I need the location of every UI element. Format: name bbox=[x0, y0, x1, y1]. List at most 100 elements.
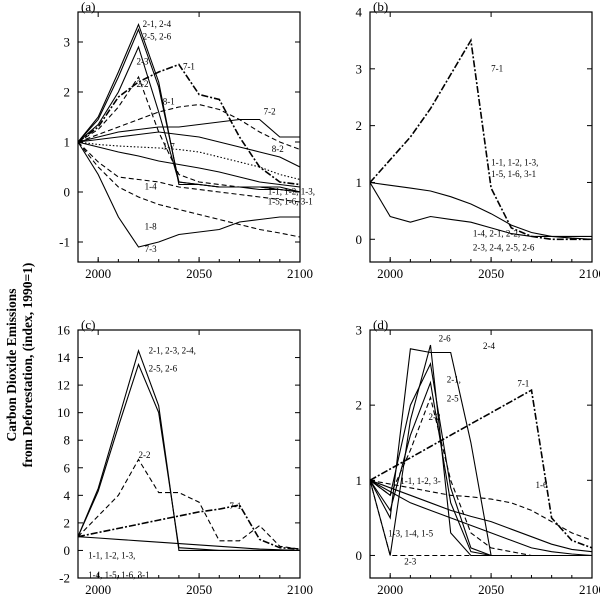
series-annotation: 2-6 bbox=[439, 333, 451, 343]
y-axis-label-line1: Carbon Dioxide Emissions bbox=[4, 288, 19, 441]
series-annotation: 7-1 bbox=[229, 501, 241, 511]
series-line bbox=[370, 348, 592, 557]
y-tick-label: 8 bbox=[64, 433, 71, 448]
series-line bbox=[78, 75, 300, 193]
y-tick-label: 0 bbox=[356, 232, 363, 247]
y-axis-label-line2: from Deforestation, (index, 1990=1) bbox=[20, 263, 35, 468]
y-tick-label: 16 bbox=[57, 323, 71, 338]
series-annotation: 1-1, 1-2, 1-3, bbox=[491, 157, 538, 167]
y-tick-label: 1 bbox=[64, 135, 71, 150]
y-tick-label: 14 bbox=[57, 350, 71, 365]
series-group bbox=[78, 348, 300, 551]
series-annotation: 2-3 bbox=[137, 57, 149, 67]
y-tick-label: 3 bbox=[64, 35, 71, 50]
series-annotation: 2-2 bbox=[137, 79, 149, 89]
panel-1: 2000 2050 2100 -1 0 1 2 3 (a) 2-1, 2-4 2-5, 2-6 2-3… bbox=[59, 0, 315, 281]
series-line bbox=[78, 141, 300, 203]
series-line bbox=[370, 479, 592, 557]
y-tick-label: 1 bbox=[356, 473, 363, 488]
series-annotation: 1-1, 1-2, 1-3, bbox=[268, 187, 315, 197]
panel-label: (d) bbox=[373, 317, 388, 332]
y-tick-label: 6 bbox=[64, 460, 71, 475]
series-annotation: 2-1, 2-4 bbox=[143, 19, 172, 29]
y-tick-label: 0 bbox=[356, 548, 363, 563]
series-annotation: 2-3 bbox=[404, 556, 416, 566]
series-annotation: 2-1, bbox=[447, 375, 461, 385]
x-tick-label: 2100 bbox=[579, 266, 600, 281]
x-tick-label: 2100 bbox=[287, 266, 313, 281]
series-line bbox=[78, 362, 300, 551]
plot-frame bbox=[369, 329, 593, 579]
series-line bbox=[78, 458, 300, 550]
series-annotation: 1-1, 1-2, 3- bbox=[400, 476, 441, 486]
series-line bbox=[370, 38, 592, 241]
panel-label: (a) bbox=[81, 0, 95, 14]
series-line bbox=[370, 388, 592, 549]
series-annotation: 1-3, 1-4, 1-5 bbox=[388, 529, 433, 539]
y-tick-label: 2 bbox=[64, 515, 71, 530]
series-annotation: 1-6 bbox=[535, 480, 547, 490]
series-annotation: 7-1 bbox=[491, 64, 503, 74]
series-annotation: 2-2 bbox=[429, 412, 441, 422]
series-annotation: 2-4 bbox=[483, 341, 495, 351]
series-annotation: 1-7 bbox=[163, 142, 175, 152]
series-annotation: 7-3 bbox=[145, 244, 157, 254]
series-annotation: 1-4, 2-1, 2-2, bbox=[473, 228, 520, 238]
panel-2: 2000 2050 2100 0 1 2 3 4 (b) 7-1 1-1, 1-2, 1-3, 1-5… bbox=[356, 0, 600, 281]
series-line bbox=[78, 118, 300, 143]
series-annotation: 8-2 bbox=[272, 144, 284, 154]
panel-label: (b) bbox=[373, 0, 388, 14]
series-line bbox=[78, 141, 300, 248]
y-tick-label: 2 bbox=[64, 85, 71, 100]
x-tick-label: 2000 bbox=[85, 582, 111, 597]
y-tick-label: 3 bbox=[356, 323, 363, 338]
x-tick-label: 2000 bbox=[85, 266, 111, 281]
panel-3: 2000 2050 2100 -2 0 2 4 6 8 10 12 14 16 (c) 2-1, 2-3, … bbox=[57, 317, 313, 597]
series-line bbox=[78, 536, 300, 551]
series-line bbox=[370, 479, 592, 541]
panel-label: (c) bbox=[81, 317, 95, 332]
series-annotation: 2-3, 2-4, 2-5, 2-6 bbox=[473, 243, 535, 253]
y-tick-label: 2 bbox=[356, 398, 363, 413]
y-tick-label: 12 bbox=[57, 378, 70, 393]
series-annotation: 2-1, 2-3, 2-4, bbox=[149, 345, 196, 355]
series-line bbox=[370, 344, 592, 557]
series-annotation: 7-1 bbox=[183, 62, 195, 72]
x-tick-label: 2050 bbox=[186, 266, 212, 281]
series-line bbox=[78, 63, 300, 186]
series-annotation: 7-1 bbox=[517, 378, 529, 388]
series-line bbox=[78, 141, 300, 181]
series-annotation: 1-4, 1-5, 1-6, 3-1 bbox=[88, 570, 150, 580]
x-tick-label: 2100 bbox=[579, 582, 600, 597]
series-group bbox=[370, 344, 592, 557]
y-tick-label: 2 bbox=[356, 118, 363, 133]
series-line bbox=[78, 141, 300, 238]
series-annotation: 1-8 bbox=[145, 222, 157, 232]
series-annotation: 1-4 bbox=[145, 182, 157, 192]
series-line bbox=[78, 45, 300, 193]
x-tick-label: 2050 bbox=[186, 582, 212, 597]
x-tick-label: 2050 bbox=[478, 266, 504, 281]
series-annotation: 2-5, 2-6 bbox=[143, 32, 172, 42]
series-annotation: 1-1, 1-2, 1-3, bbox=[88, 551, 135, 561]
series-annotation: 1-5, 1-6, 3-1 bbox=[268, 197, 313, 207]
series-line bbox=[370, 479, 592, 553]
series-group bbox=[78, 22, 300, 248]
y-tick-label: 0 bbox=[64, 185, 71, 200]
y-tick-label: -1 bbox=[59, 235, 70, 250]
panel-4: 2000 2050 2100 0 1 2 3 (d) 2-6 2-4 2-1, 2-5 2-2 7-1 1-… bbox=[356, 317, 600, 597]
x-tick-label: 2000 bbox=[377, 266, 403, 281]
y-tick-label: 10 bbox=[57, 405, 70, 420]
series-annotation: 1-5, 1-6, 3-1 bbox=[491, 169, 536, 179]
series-line bbox=[370, 182, 592, 237]
series-annotation: 2-5 bbox=[447, 393, 459, 403]
y-tick-label: 4 bbox=[64, 488, 71, 503]
series-line bbox=[370, 480, 592, 557]
y-tick-label: 0 bbox=[64, 543, 71, 558]
series-annotation: 2-2 bbox=[139, 450, 151, 460]
y-tick-label: 3 bbox=[356, 61, 363, 76]
series-group bbox=[370, 38, 592, 241]
series-annotation: 8-1 bbox=[163, 97, 175, 107]
